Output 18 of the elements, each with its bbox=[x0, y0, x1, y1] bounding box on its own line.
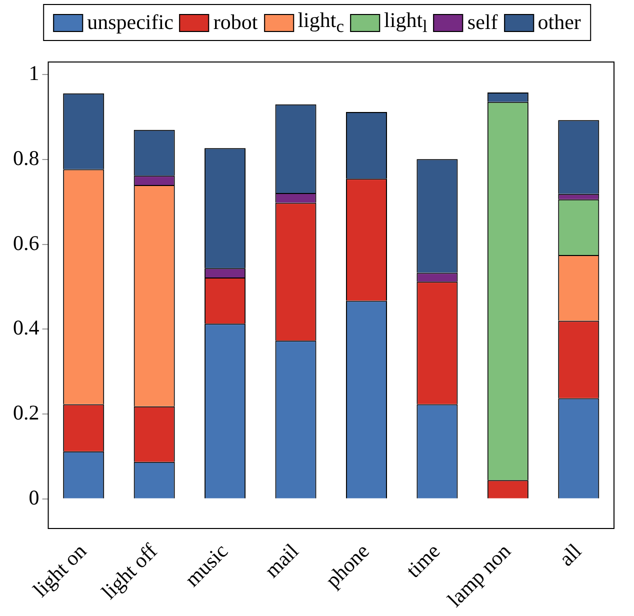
x-tick-label: all bbox=[554, 538, 586, 571]
y-tick-label: 1 bbox=[28, 61, 40, 86]
y-tick-label: 0 bbox=[28, 485, 40, 510]
x-tick-label: mail bbox=[260, 538, 304, 582]
legend-label: light$_{c}$ bbox=[298, 8, 344, 38]
y-tick-label: 0.2 bbox=[13, 400, 40, 425]
y-tick-label: 0.4 bbox=[13, 316, 40, 340]
legend-label: self bbox=[467, 10, 498, 36]
x-tick-label: lamp non bbox=[442, 538, 516, 612]
legend-label: other bbox=[538, 10, 581, 36]
x-tick-label: light on bbox=[28, 538, 92, 602]
legend-label: robot bbox=[213, 10, 258, 36]
y-tick-label: 0.8 bbox=[13, 146, 40, 170]
y-tick-label: 0.6 bbox=[13, 230, 40, 255]
x-tick-label: time bbox=[401, 538, 445, 582]
x-tick-label: light off bbox=[96, 538, 162, 604]
legend-label: light$_{l}$ bbox=[384, 8, 428, 38]
legend-label: unspecific bbox=[87, 10, 174, 36]
